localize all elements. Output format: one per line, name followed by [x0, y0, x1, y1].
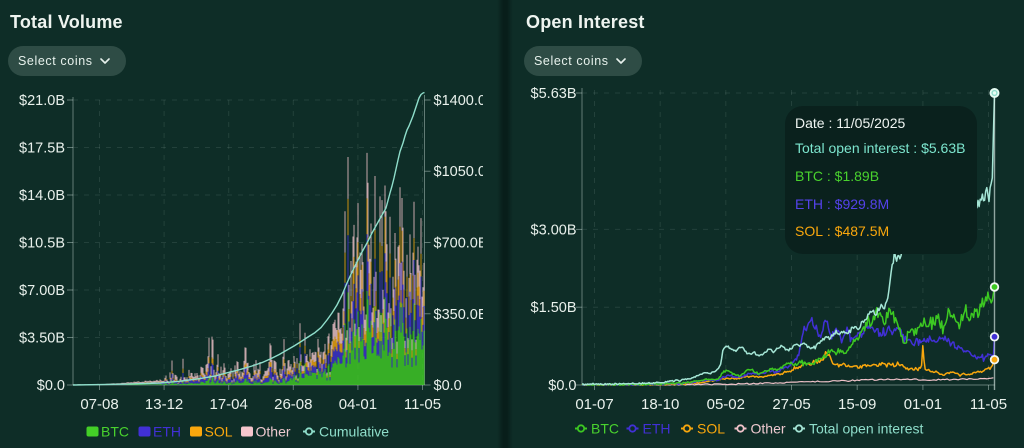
svg-text:11-05: 11-05 [404, 396, 441, 413]
svg-text:Other: Other [256, 424, 291, 440]
svg-text:$5.63B: $5.63B [531, 86, 577, 102]
svg-text:SOL: SOL [205, 424, 233, 440]
svg-text:$1400.0B: $1400.0B [434, 93, 484, 109]
svg-text:01-01: 01-01 [904, 396, 942, 413]
svg-text:17-04: 17-04 [210, 396, 248, 413]
svg-text:$1050.0B: $1050.0B [434, 164, 484, 180]
svg-text:Other: Other [751, 421, 786, 437]
svg-text:$0.0: $0.0 [37, 378, 65, 394]
svg-text:26-08: 26-08 [274, 396, 312, 413]
svg-text:11-05: 11-05 [970, 396, 1007, 413]
svg-text:15-09: 15-09 [838, 396, 876, 413]
svg-text:$0.0: $0.0 [434, 378, 462, 394]
svg-text:SOL: SOL [697, 421, 725, 437]
svg-text:Total open interest: Total open interest [809, 421, 924, 437]
svg-text:$7.00B: $7.00B [19, 283, 65, 299]
svg-text:ETH: ETH [643, 421, 671, 437]
svg-text:Cumulative: Cumulative [319, 424, 389, 440]
svg-text:BTC: BTC [591, 421, 619, 437]
svg-text:$350.0B: $350.0B [434, 307, 484, 323]
svg-text:07-08: 07-08 [80, 396, 118, 413]
svg-text:$10.5B: $10.5B [19, 236, 65, 252]
svg-text:$17.5B: $17.5B [19, 141, 65, 157]
svg-text:ETH: ETH [153, 424, 181, 440]
svg-text:$21.0B: $21.0B [19, 93, 65, 109]
svg-text:13-12: 13-12 [145, 396, 183, 413]
svg-text:BTC: BTC [101, 424, 129, 440]
svg-text:$1.50B: $1.50B [531, 300, 577, 316]
svg-text:$3.00B: $3.00B [531, 222, 577, 238]
svg-text:$700.0B: $700.0B [434, 236, 484, 252]
svg-text:18-10: 18-10 [641, 396, 679, 413]
svg-text:01-07: 01-07 [575, 396, 613, 413]
svg-text:04-01: 04-01 [339, 396, 377, 413]
svg-text:$3.50B: $3.50B [19, 331, 65, 347]
svg-text:05-02: 05-02 [707, 396, 745, 413]
svg-text:27-05: 27-05 [772, 396, 810, 413]
svg-text:$14.0B: $14.0B [19, 188, 65, 204]
svg-text:$0.0: $0.0 [548, 378, 576, 394]
